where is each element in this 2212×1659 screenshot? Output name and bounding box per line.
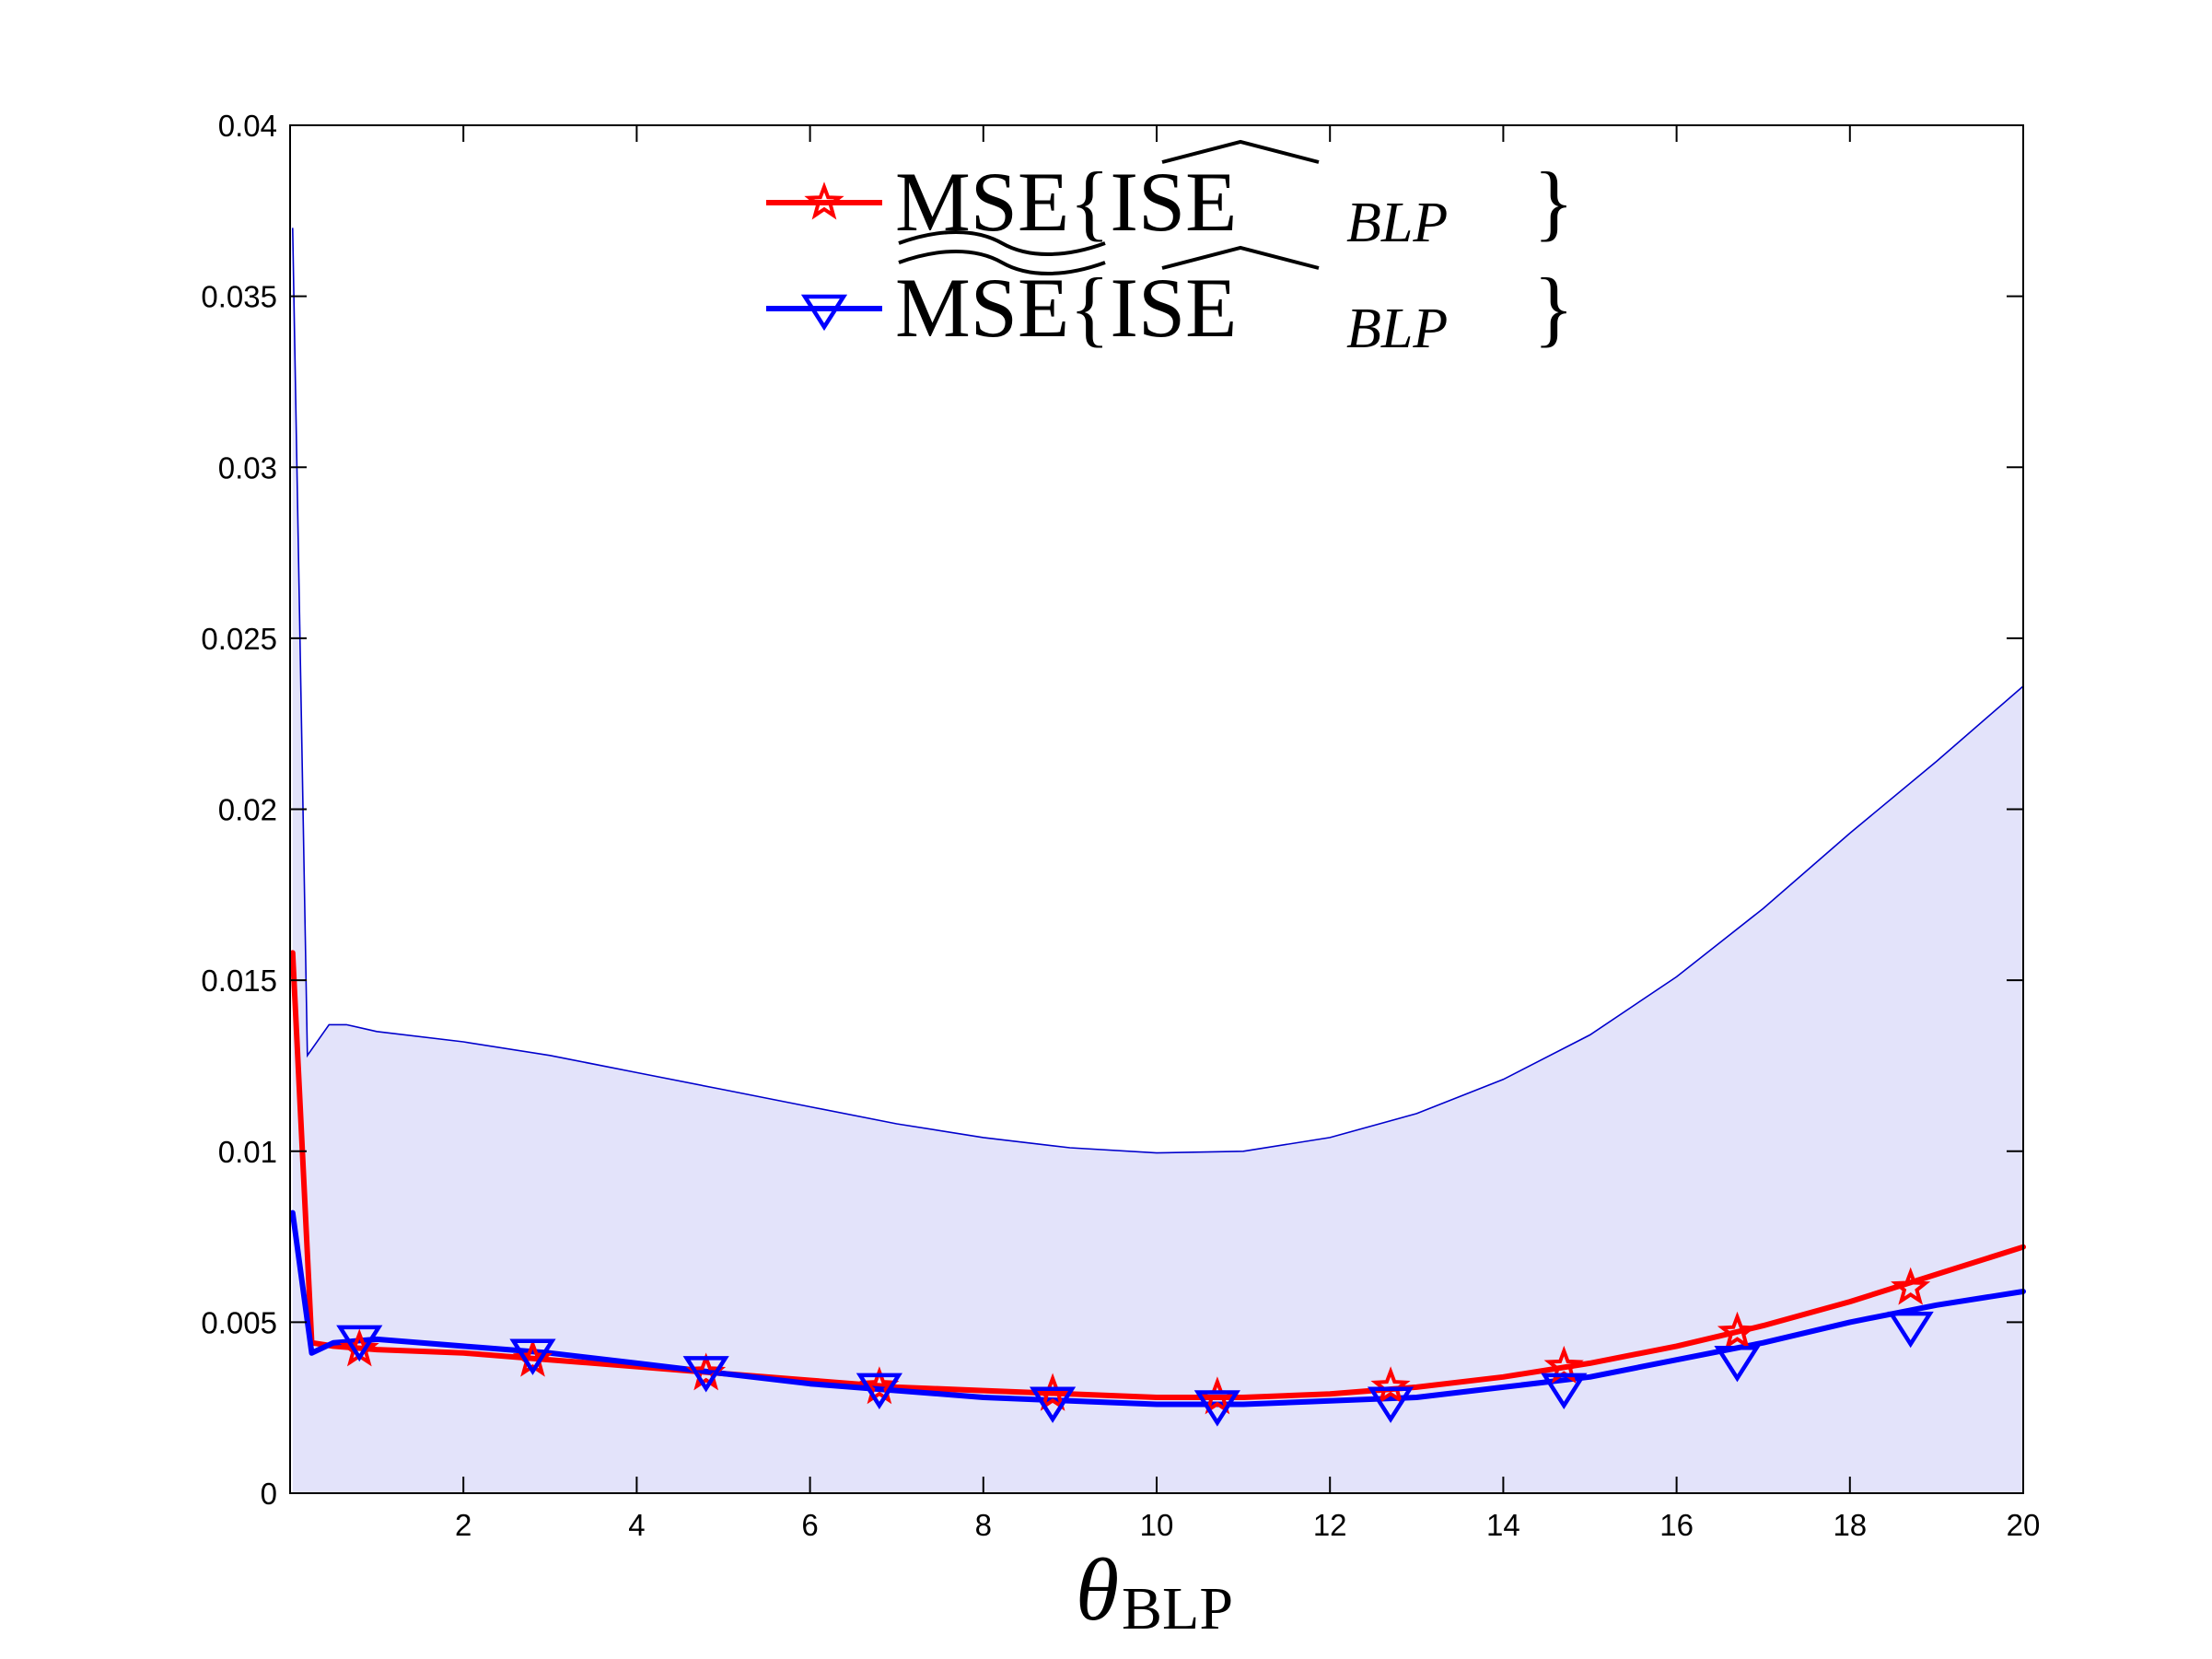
marker-red bbox=[1891, 1267, 1931, 1305]
legend-entry-blue: MSE{ISE BLP} bbox=[766, 245, 1574, 360]
x-axis-label-subscript: BLP bbox=[1122, 1575, 1233, 1642]
x-tick-label: 6 bbox=[801, 1508, 818, 1542]
legend-swatch-marker bbox=[804, 181, 844, 220]
y-tick-label: 0.005 bbox=[201, 1305, 277, 1339]
x-axis-label-symbol: θ bbox=[1076, 1540, 1119, 1639]
y-tick-label: 0.04 bbox=[218, 109, 277, 143]
marker-blue bbox=[1029, 1386, 1077, 1423]
x-tick-label: 10 bbox=[1140, 1508, 1174, 1542]
x-axis-label: θ BLP bbox=[1076, 1540, 1233, 1642]
marker-blue bbox=[1887, 1311, 1934, 1349]
marker-red bbox=[1370, 1366, 1411, 1405]
y-tick-label: 0 bbox=[261, 1477, 277, 1511]
marker-blue bbox=[1714, 1345, 1761, 1383]
marker-blue bbox=[1367, 1386, 1415, 1423]
legend-label-close: } bbox=[1533, 261, 1574, 355]
legend-label-main: MSE{ISE bbox=[895, 261, 1237, 355]
marker-blue bbox=[856, 1373, 902, 1410]
y-tick-label: 0.02 bbox=[218, 793, 277, 827]
x-tick-label: 14 bbox=[1486, 1508, 1520, 1542]
legend-label-close: } bbox=[1533, 155, 1574, 249]
legend-hat-decoration bbox=[1161, 139, 1320, 164]
x-tick-label: 16 bbox=[1659, 1508, 1694, 1542]
marker-blue bbox=[682, 1356, 729, 1393]
x-tick-label: 8 bbox=[975, 1508, 992, 1542]
y-tick-label: 0.015 bbox=[201, 964, 277, 998]
x-tick-label: 18 bbox=[1833, 1508, 1867, 1542]
legend-hat-decoration bbox=[1161, 245, 1320, 270]
legend-swatch-marker bbox=[800, 294, 848, 332]
band-upper-line bbox=[292, 228, 2024, 1154]
legend-label-subscript: BLP bbox=[1346, 298, 1448, 360]
x-tick-label: 20 bbox=[2007, 1508, 2041, 1542]
marker-blue bbox=[509, 1338, 556, 1375]
legend-label-subscript: BLP bbox=[1346, 192, 1448, 254]
legend-tilde-decoration bbox=[898, 250, 1106, 275]
y-tick-label: 0.025 bbox=[201, 622, 277, 656]
marker-blue bbox=[1193, 1390, 1240, 1427]
legend-tilde-decoration bbox=[898, 230, 1106, 256]
y-tick-label: 0.03 bbox=[218, 450, 277, 485]
legend-label-main: MSE{ISE bbox=[895, 155, 1237, 249]
tick-layer: 2 4 6 8 10 12 14 16 18 20 0 0.005 0.01 0.015 0.02 0.025… bbox=[201, 109, 2040, 1542]
y-tick-label: 0.035 bbox=[201, 280, 277, 314]
band-fill bbox=[292, 228, 2023, 1493]
marker-red bbox=[859, 1366, 900, 1405]
y-tick-label: 0.01 bbox=[218, 1135, 277, 1169]
marker-red bbox=[1717, 1311, 1757, 1349]
series-line-blue bbox=[289, 1209, 2026, 1408]
legend: MSE{ISE BLP} MSE{ISE BLP} bbox=[766, 139, 1574, 360]
marker-layer bbox=[336, 1267, 1934, 1427]
x-tick-label: 12 bbox=[1313, 1508, 1347, 1542]
legend-entry-red: MSE{ISE BLP} bbox=[766, 139, 1574, 256]
marker-blue bbox=[336, 1325, 383, 1362]
x-tick-label: 2 bbox=[455, 1508, 472, 1542]
x-tick-label: 4 bbox=[628, 1508, 645, 1542]
band-layer bbox=[292, 228, 2024, 1493]
marker-blue bbox=[1541, 1373, 1588, 1410]
